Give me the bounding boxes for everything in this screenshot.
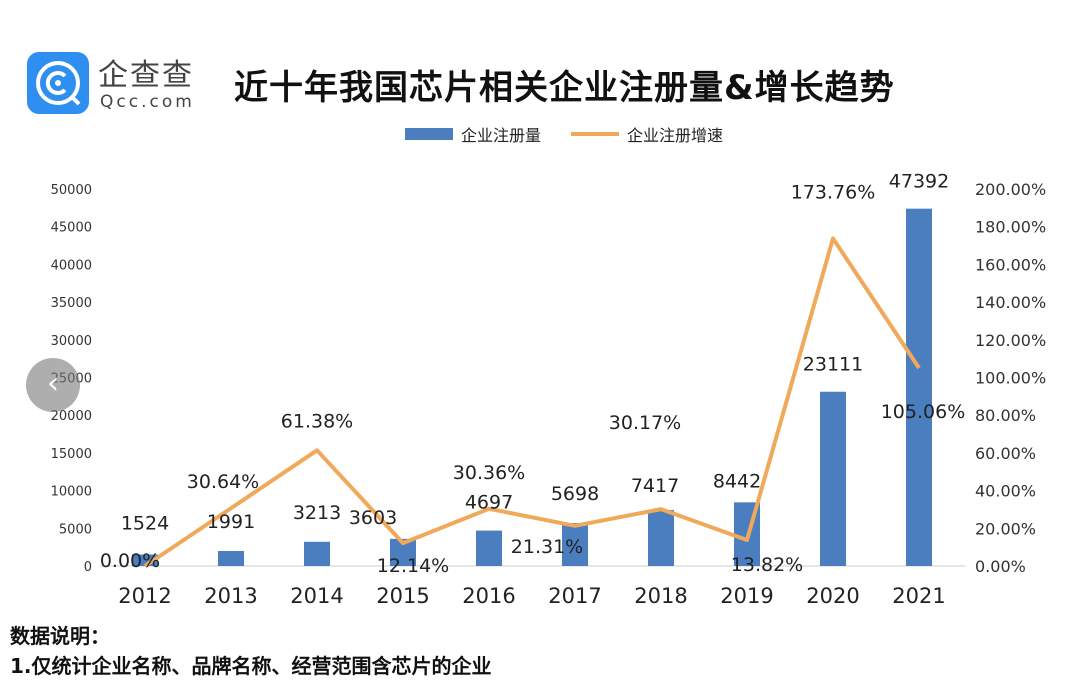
bar-value-label: 1991	[207, 511, 255, 533]
legend-bar-label: 企业注册量	[461, 126, 542, 145]
bar-value-label: 5698	[551, 483, 599, 505]
bar-value-label: 8442	[713, 470, 761, 492]
line-value-label: 21.31%	[511, 536, 583, 558]
notes-heading: 数据说明：	[10, 624, 110, 648]
x-tick-label: 2021	[892, 584, 945, 608]
chart-area: 0500010000150002000025000300003500040000…	[51, 171, 1047, 608]
y-right-tick-label: 200.00%	[975, 180, 1046, 199]
notes-line-1: 1.仅统计企业名称、品牌名称、经营范围含芯片的企业	[10, 654, 492, 678]
y-left-tick-label: 45000	[51, 221, 92, 236]
y-left-tick-label: 0	[84, 560, 92, 575]
bar-value-label: 3213	[293, 502, 341, 524]
x-tick-label: 2020	[806, 584, 859, 608]
y-right-tick-label: 120.00%	[975, 331, 1046, 350]
y-right-tick-label: 80.00%	[975, 406, 1036, 425]
x-tick-label: 2015	[376, 584, 429, 608]
x-tick-label: 2018	[634, 584, 687, 608]
y-left-tick-label: 10000	[51, 485, 92, 500]
line-value-label: 61.38%	[281, 410, 353, 432]
line-value-label: 105.06%	[881, 401, 966, 423]
x-tick-label: 2019	[720, 584, 773, 608]
line-value-label: 0.00%	[100, 550, 160, 572]
bar-value-label: 4697	[465, 492, 513, 514]
y-right-tick-label: 20.00%	[975, 519, 1036, 538]
bar-value-label: 47392	[889, 171, 949, 193]
x-tick-label: 2017	[548, 584, 601, 608]
line-value-label: 173.76%	[791, 181, 876, 203]
legend-line-label: 企业注册增速	[627, 126, 724, 145]
bar-2016	[476, 530, 502, 566]
chevron-left-icon: ‹	[47, 366, 59, 401]
x-tick-label: 2014	[290, 584, 343, 608]
y-right-tick-label: 0.00%	[975, 557, 1026, 576]
brand-name-en: Qcc.com	[100, 92, 195, 112]
bar-value-label: 3603	[349, 507, 397, 529]
bar-2021	[906, 208, 932, 567]
y-left-tick-label: 15000	[51, 447, 92, 462]
x-tick-label: 2013	[204, 584, 257, 608]
y-right-tick-label: 140.00%	[975, 293, 1046, 312]
line-value-label: 30.64%	[187, 471, 259, 493]
y-left-tick-label: 20000	[51, 409, 92, 424]
x-tick-label: 2016	[462, 584, 515, 608]
y-left-tick-label: 50000	[51, 183, 92, 198]
y-left-tick-label: 40000	[51, 258, 92, 273]
bar-value-label: 7417	[631, 475, 679, 497]
y-left-tick-label: 30000	[51, 334, 92, 349]
qcc-logo-icon	[36, 61, 81, 106]
bar-2012	[132, 554, 158, 566]
qcc-logo	[27, 52, 89, 114]
bar-value-label: 23111	[803, 354, 863, 376]
y-left-tick-label: 5000	[59, 522, 92, 537]
legend-bar-swatch	[405, 128, 453, 140]
chart-title: 近十年我国芯片相关企业注册量&增长趋势	[234, 68, 895, 108]
line-value-label: 12.14%	[377, 555, 449, 577]
y-right-tick-label: 60.00%	[975, 444, 1036, 463]
chart-legend: 企业注册量 企业注册增速	[405, 122, 723, 146]
bar-2017	[562, 523, 588, 566]
y-right-tick-label: 100.00%	[975, 369, 1046, 388]
bar-2013	[218, 550, 244, 566]
bar-2014	[304, 541, 330, 566]
bar-2018	[648, 510, 674, 566]
x-tick-label: 2012	[118, 584, 171, 608]
bar-value-label: 1524	[121, 513, 169, 535]
brand-name-cn: 企查查	[98, 58, 194, 93]
growth-line	[143, 236, 921, 568]
y-right-tick-label: 180.00%	[975, 218, 1046, 237]
legend-line-swatch	[571, 132, 620, 136]
bar-2020	[820, 391, 846, 566]
prev-button[interactable]: ‹	[26, 358, 80, 412]
line-value-label: 30.36%	[453, 462, 525, 484]
line-value-label: 13.82%	[731, 554, 803, 576]
y-left-tick-label: 35000	[51, 296, 92, 311]
y-right-tick-label: 160.00%	[975, 255, 1046, 274]
y-right-tick-label: 40.00%	[975, 482, 1036, 501]
line-value-label: 30.17%	[609, 412, 681, 434]
